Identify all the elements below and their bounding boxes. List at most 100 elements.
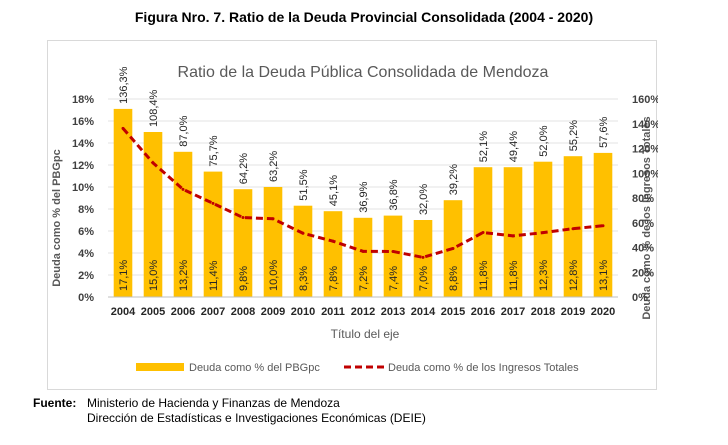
x-tick-label: 2011	[321, 306, 345, 318]
line-point-2009	[271, 217, 275, 221]
y-tick-label: 10%	[72, 182, 94, 194]
line-data-label: 63,2%	[268, 151, 280, 182]
bar-data-label: 13,1%	[598, 260, 610, 291]
y-tick-label: 2%	[78, 270, 94, 282]
x-tick-label: 2010	[291, 306, 315, 318]
line-point-2010	[301, 231, 305, 235]
bar-2012	[353, 217, 373, 297]
y2-tick-label: 100%	[632, 168, 658, 180]
line-point-2004	[121, 126, 125, 130]
line-data-label: 87,0%	[178, 115, 190, 146]
chart-area: Ratio de la Deuda Pública Consolidada de…	[47, 40, 658, 390]
legend-label-bar: Deuda como % del PBGpc	[189, 362, 320, 374]
source-label: Fuente:	[33, 396, 77, 410]
x-tick-label: 2004	[111, 306, 136, 318]
y2-tick-label: 120%	[632, 144, 658, 156]
y2-axis-label: Deuda como % de los Ingresos Totales	[641, 116, 653, 319]
bar-data-label: 12,8%	[568, 260, 580, 291]
bar-data-label: 7,4%	[388, 266, 400, 291]
line-point-2012	[361, 249, 365, 253]
bar-data-label: 17,1%	[118, 260, 130, 291]
source-note: Fuente: Ministerio de Hacienda y Finanzas…	[33, 396, 426, 426]
bar-2018	[533, 161, 553, 297]
y2-tick-label: 80%	[632, 193, 654, 205]
line-data-label: 45,1%	[328, 175, 340, 206]
x-tick-label: 2008	[231, 306, 255, 318]
bar-data-label: 13,2%	[178, 260, 190, 291]
y2-tick-label: 160%	[632, 94, 658, 106]
bar-2009	[263, 187, 283, 297]
bar-data-label: 11,8%	[508, 260, 520, 291]
bar-data-label: 10,0%	[268, 260, 280, 291]
figure-caption: Figura Nro. 7. Ratio de la Deuda Provinc…	[134, 9, 594, 25]
x-tick-label: 2015	[441, 306, 465, 318]
bar-data-label: 7,2%	[358, 266, 370, 291]
x-axis-label: Título del eje	[331, 327, 400, 341]
x-tick-label: 2007	[201, 306, 225, 318]
y-tick-label: 8%	[78, 204, 94, 216]
line-data-label: 36,9%	[358, 181, 370, 212]
line-data-label: 64,2%	[238, 153, 250, 184]
chart-title: Ratio de la Deuda Pública Consolidada de…	[178, 64, 549, 81]
x-tick-label: 2013	[381, 306, 405, 318]
y-tick-label: 16%	[72, 116, 94, 128]
bar-2004	[113, 108, 133, 298]
y-tick-label: 18%	[72, 94, 94, 106]
y2-tick-label: 20%	[632, 267, 654, 279]
bar-data-label: 7,0%	[418, 266, 430, 291]
y-tick-label: 4%	[78, 248, 94, 260]
line-data-label: 136,3%	[118, 66, 130, 104]
line-point-2015	[451, 246, 455, 250]
x-tick-label: 2017	[501, 306, 525, 318]
bar-2005	[143, 132, 163, 297]
legend-swatch-bar	[136, 363, 184, 371]
bar-2006	[173, 151, 193, 297]
bar-data-label: 12,3%	[538, 260, 550, 291]
x-tick-label: 2020	[591, 306, 615, 318]
line-point-2017	[511, 234, 515, 238]
bar-data-label: 8,3%	[298, 266, 310, 291]
y-tick-label: 6%	[78, 226, 94, 238]
chart-svg: Ratio de la Deuda Pública Consolidada de…	[51, 64, 658, 374]
y-tick-label: 14%	[72, 138, 94, 150]
x-tick-label: 2012	[351, 306, 375, 318]
x-tick-label: 2018	[531, 306, 555, 318]
x-tick-label: 2019	[561, 306, 585, 318]
line-point-2005	[151, 161, 155, 165]
bar-data-label: 15,0%	[148, 260, 160, 291]
y2-tick-label: 0%	[632, 292, 648, 304]
line-data-label: 55,2%	[568, 120, 580, 151]
bar-data-label: 8,8%	[448, 266, 460, 291]
line-data-label: 108,4%	[148, 89, 160, 127]
line-point-2014	[421, 255, 425, 259]
bar-data-label: 11,8%	[478, 260, 490, 291]
line-data-label: 57,6%	[598, 116, 610, 147]
bar-data-label: 7,8%	[328, 266, 340, 291]
y-axis-label: Deuda como % del PBGpc	[51, 149, 63, 287]
line-point-2013	[391, 249, 395, 253]
line-point-2007	[211, 201, 215, 205]
source-line-2: Dirección de Estadísticas e Investigacio…	[87, 411, 426, 425]
y-tick-label: 12%	[72, 160, 94, 172]
x-tick-label: 2005	[141, 306, 165, 318]
x-tick-label: 2016	[471, 306, 495, 318]
x-tick-label: 2009	[261, 306, 285, 318]
y2-tick-label: 40%	[632, 243, 654, 255]
line-data-label: 75,7%	[208, 135, 220, 166]
line-point-2008	[241, 216, 245, 220]
bar-2007	[203, 171, 223, 297]
line-point-2011	[331, 239, 335, 243]
line-data-label: 36,8%	[388, 179, 400, 210]
line-data-label: 39,2%	[448, 164, 460, 195]
line-data-label: 32,0%	[418, 184, 430, 215]
legend: Deuda como % del PBGpc Deuda como % de l…	[136, 362, 579, 374]
line-point-2006	[181, 187, 185, 191]
line-point-2020	[601, 224, 605, 228]
line-point-2016	[481, 231, 485, 235]
bar-2013	[383, 215, 403, 297]
y2-tick-label: 140%	[632, 119, 658, 131]
x-tick-label: 2006	[171, 306, 195, 318]
bar-data-label: 9,8%	[238, 266, 250, 291]
bar-data-label: 11,4%	[208, 260, 220, 291]
line-data-label: 49,4%	[508, 131, 520, 162]
